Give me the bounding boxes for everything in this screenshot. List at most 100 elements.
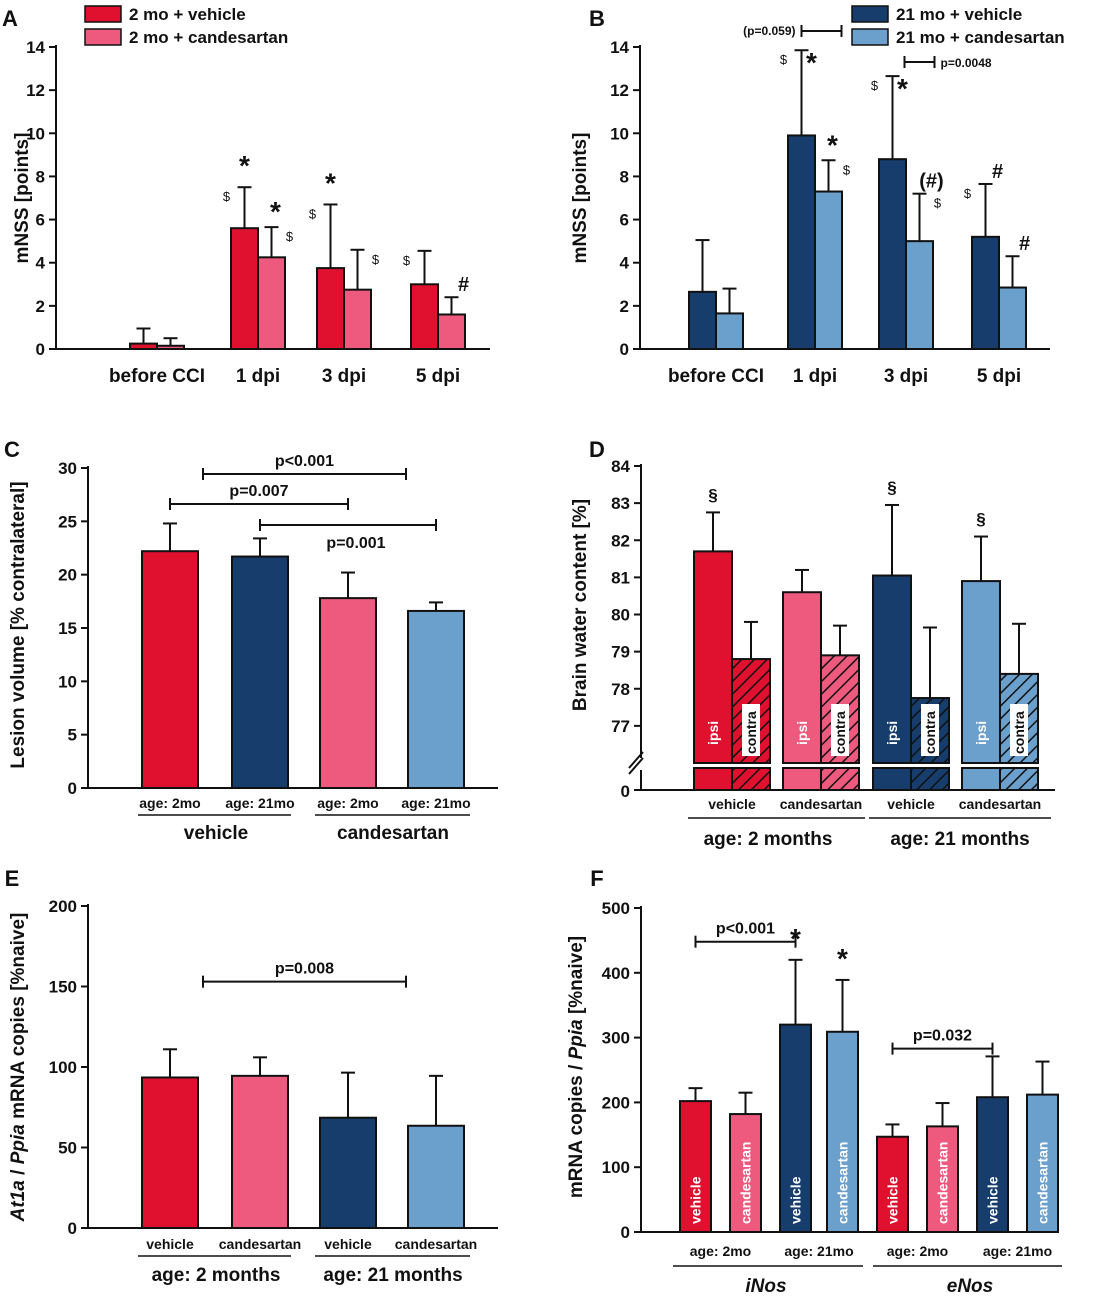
- panel-B-ytick-label: 8: [620, 167, 629, 186]
- panel-B-ytick-label: 0: [620, 340, 629, 359]
- panel-C-bar: [319, 597, 377, 790]
- panel-A-bar-2-mo-candesartan: [156, 344, 185, 350]
- panel-F-bar: [679, 1100, 712, 1233]
- panel-C-ytick-label: 5: [68, 726, 77, 745]
- panel-D-contra-label: contra: [1011, 711, 1027, 754]
- panel-E-bar: [141, 1076, 199, 1229]
- panel-F-letter: F: [590, 866, 603, 891]
- panel-A-significance-mark: #: [458, 274, 469, 296]
- panel-B-legend-label: 21 mo + candesartan: [896, 28, 1065, 47]
- panel-C-letter: C: [4, 437, 20, 462]
- panel-A-significance-mark: $: [372, 252, 380, 267]
- panel-A-bar-2-mo-vehicle: [410, 283, 439, 350]
- panel-B-y-axis-label: mNSS [points]: [570, 133, 591, 264]
- panel-A-ytick-label: 10: [26, 124, 45, 143]
- panel-E-group-label: age: 2 months: [152, 1265, 281, 1286]
- panel-B-ytick-label: 10: [610, 124, 629, 143]
- panel-D-bar-contra-base: [820, 767, 860, 791]
- panel-B-category-label: 5 dpi: [977, 366, 1021, 387]
- panel-F-bar-label: vehicle: [885, 1176, 901, 1224]
- panel-A-ytick-label: 8: [36, 167, 45, 186]
- panel-E-y-axis-label-part: /: [8, 1164, 29, 1180]
- panel-D-treatment-label: candesartan: [959, 796, 1041, 812]
- panel-A-significance-mark: *: [239, 150, 250, 181]
- panel-C-ytick-label: 20: [58, 566, 77, 585]
- panel-A-ytick-label: 0: [36, 340, 45, 359]
- panel-D-treatment-label: candesartan: [780, 796, 862, 812]
- panel-B-bar-21-mo-candesartan: [998, 286, 1027, 350]
- panel-E-bar-label: vehicle: [146, 1236, 194, 1252]
- panel-E-ytick-label: 150: [49, 978, 77, 997]
- panel-E-bar-label: candesartan: [395, 1236, 477, 1252]
- panel-F-ytick-label: 100: [602, 1158, 630, 1177]
- panel-B-significance-mark: $: [780, 52, 788, 67]
- panel-F-bar: [729, 1113, 762, 1233]
- panel-D-axis-break-1: [628, 751, 644, 769]
- panel-D-ytick-label: 77: [611, 717, 630, 736]
- panel-A-significance-mark: *: [325, 167, 336, 198]
- panel-C-y-axis-label: Lesion volume [% contralateral]: [8, 481, 29, 768]
- panel-A-significance-mark: $: [286, 229, 294, 244]
- panel-F-bar-label: candesartan: [738, 1142, 754, 1224]
- panel-F-bar-label: vehicle: [985, 1176, 1001, 1224]
- panel-E-bar-label: vehicle: [324, 1236, 372, 1252]
- panel-C-ytick-label: 25: [58, 512, 77, 531]
- panel-E-bar-label: candesartan: [219, 1236, 301, 1252]
- panel-F-gene-label: eNos: [947, 1276, 993, 1297]
- panel-F-gene-label: iNos: [745, 1276, 786, 1297]
- panel-A-legend-swatch: [84, 5, 122, 23]
- panel-C-bar: [231, 555, 289, 789]
- panel-A-bar-2-mo-vehicle: [316, 267, 345, 351]
- panel-D-ytick-label: 78: [611, 680, 630, 699]
- panel-B-bar-21-mo-candesartan: [814, 190, 843, 350]
- panel-D-ytick-label: 81: [611, 568, 630, 587]
- panel-B-category-label: before CCI: [668, 366, 764, 387]
- panel-D-bar-ipsi: [872, 574, 912, 764]
- panel-F-comparison-1-label: p<0.001: [716, 921, 775, 938]
- panel-B-significance-mark: $: [934, 196, 942, 211]
- panel-E-ytick-label: 200: [49, 897, 77, 916]
- panel-D-bar-ipsi-base: [872, 767, 912, 791]
- panel-D-bar-contra-base: [999, 767, 1039, 791]
- panel-F-age-label: age: 21mo: [784, 1243, 853, 1259]
- panel-D-y-axis-label-part: Brain water content [%]: [570, 499, 591, 711]
- panel-B-bar-21-mo-vehicle: [878, 158, 907, 350]
- panel-D-bar-ipsi-base: [961, 767, 1001, 791]
- panel-B-significance-mark: #: [992, 161, 1003, 183]
- panel-C-comparison-1-label: p<0.001: [275, 453, 334, 470]
- panel-A-legend-label: 2 mo + candesartan: [129, 28, 288, 47]
- panel-B-ytick-label: 2: [620, 297, 629, 316]
- panel-E-group-label: age: 21 months: [323, 1265, 462, 1286]
- panel-D-significance-mark: §: [708, 485, 717, 504]
- panel-F-bar-label: vehicle: [688, 1176, 704, 1224]
- panel-B-category-label: 3 dpi: [884, 366, 928, 387]
- panel-D-ipsi-label: ipsi: [884, 721, 900, 745]
- panel-B-bar-21-mo-vehicle: [688, 290, 717, 351]
- panel-F-bar: [926, 1125, 959, 1233]
- panel-E-bar: [319, 1116, 377, 1229]
- panel-E-ytick-label: 0: [68, 1219, 77, 1238]
- panel-F-y-axis-label-part: Ppia: [566, 1019, 587, 1060]
- panel-B-bar-21-mo-vehicle: [971, 235, 1000, 350]
- panel-A-category-label: 1 dpi: [236, 366, 280, 387]
- panel-B-significance-mark: *: [827, 129, 838, 160]
- panel-F-bar: [826, 1030, 859, 1233]
- panel-A-bar-2-mo-candesartan: [437, 313, 466, 351]
- panel-B-ytick-label: 12: [610, 81, 629, 100]
- panel-D-group-label: age: 21 months: [890, 829, 1029, 850]
- panel-E-y-axis-label: At1a / Ppia mRNA copies [%naive]: [8, 913, 29, 1223]
- panel-B-category-label: 1 dpi: [793, 366, 837, 387]
- panel-B-significance-mark: *: [897, 73, 908, 104]
- panel-D-ytick-label: 80: [611, 606, 630, 625]
- panel-D-ipsi-label: ipsi: [973, 721, 989, 745]
- panel-C-bar-label: age: 2mo: [139, 795, 200, 811]
- panel-D-contra-label-bg: [742, 704, 760, 756]
- panel-F-bar-label: candesartan: [1035, 1142, 1051, 1224]
- panel-D-significance-mark: §: [976, 510, 985, 529]
- panel-A-significance-mark: $: [403, 253, 411, 268]
- panel-E-bar: [231, 1074, 289, 1229]
- panel-B-comparison-2-label: p=0.0048: [941, 56, 992, 70]
- panel-F-ytick-label: 200: [602, 1093, 630, 1112]
- panel-A-bar-2-mo-candesartan: [343, 288, 372, 350]
